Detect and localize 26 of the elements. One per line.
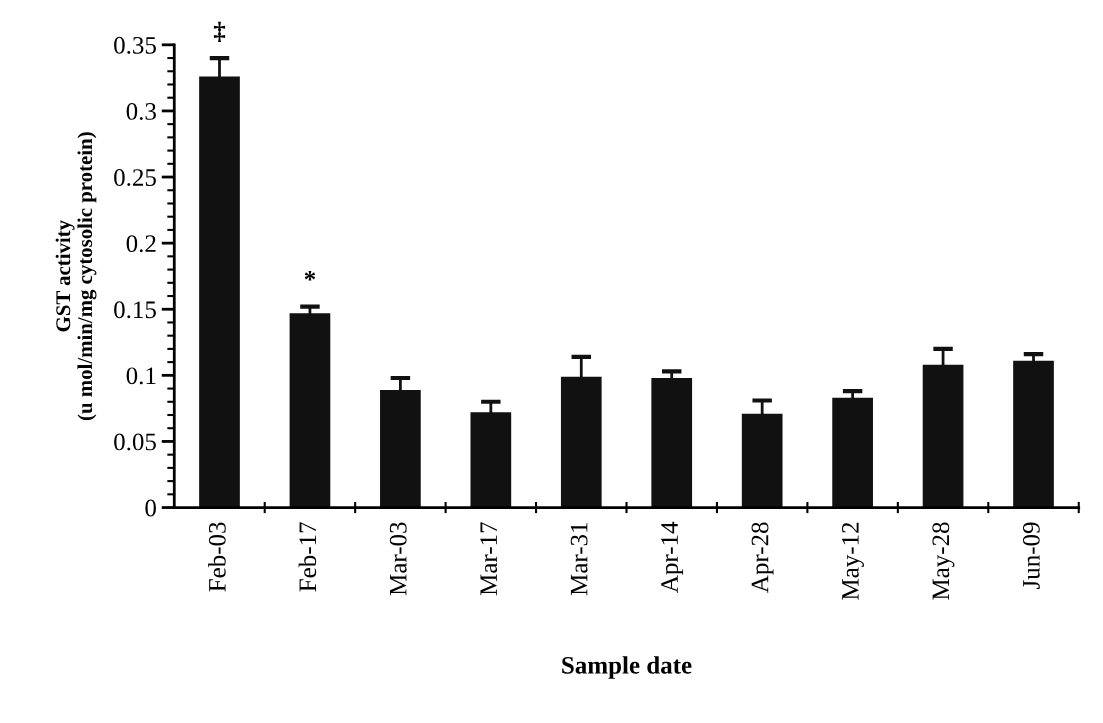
y-tick-label: 0.1 [126,367,156,385]
x-tick-label: Mar-17 [480,522,498,596]
x-tick-label: Mar-03 [389,522,407,596]
x-tick-label: Jun-09 [1022,522,1040,589]
y-axis-title: GST activity (u mol/min/mg cytosolic protein) [55,132,97,421]
y-tick-label: 0.3 [126,102,156,120]
y-tick-label: 0.05 [114,433,156,451]
x-tick-label: Apr-14 [661,521,684,593]
bar [832,397,873,508]
x-tick-label: Apr-28 [751,522,774,593]
x-tick-label: Feb-03 [208,522,226,592]
x-tick-label: Feb-17 [298,522,317,592]
bar [1013,360,1054,508]
x-tick-label: Mar-31 [570,522,588,596]
y-tick-label: 0 [145,499,156,517]
x-tick-label: May-28 [932,522,955,600]
bar [651,377,693,508]
x-axis-title: Sample date [562,656,692,679]
y-tick-label: 0.15 [114,301,156,319]
y-tick-label: 0.2 [126,235,156,253]
annotation: ‡ [213,21,226,42]
y-tick-label: 0.35 [114,36,156,54]
bar [289,313,331,508]
annotation: * [304,271,316,281]
x-tick-label: May-12 [842,522,864,600]
y-tick-label: 0.25 [114,169,156,187]
